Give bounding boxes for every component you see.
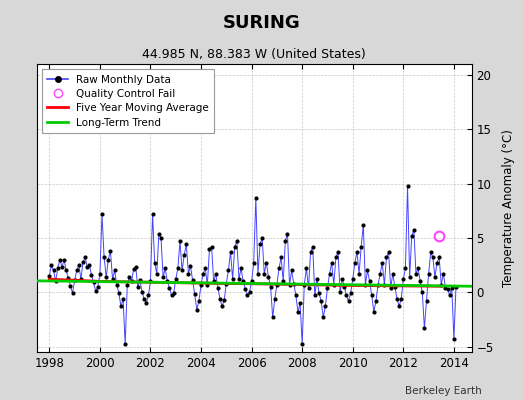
Legend: Raw Monthly Data, Quality Control Fail, Five Year Moving Average, Long-Term Tren: Raw Monthly Data, Quality Control Fail, … [42, 69, 214, 133]
Y-axis label: Temperature Anomaly (°C): Temperature Anomaly (°C) [502, 129, 515, 287]
Title: 44.985 N, 88.383 W (United States): 44.985 N, 88.383 W (United States) [142, 48, 366, 62]
Text: Berkeley Earth: Berkeley Earth [406, 386, 482, 396]
Text: SURING: SURING [223, 14, 301, 32]
